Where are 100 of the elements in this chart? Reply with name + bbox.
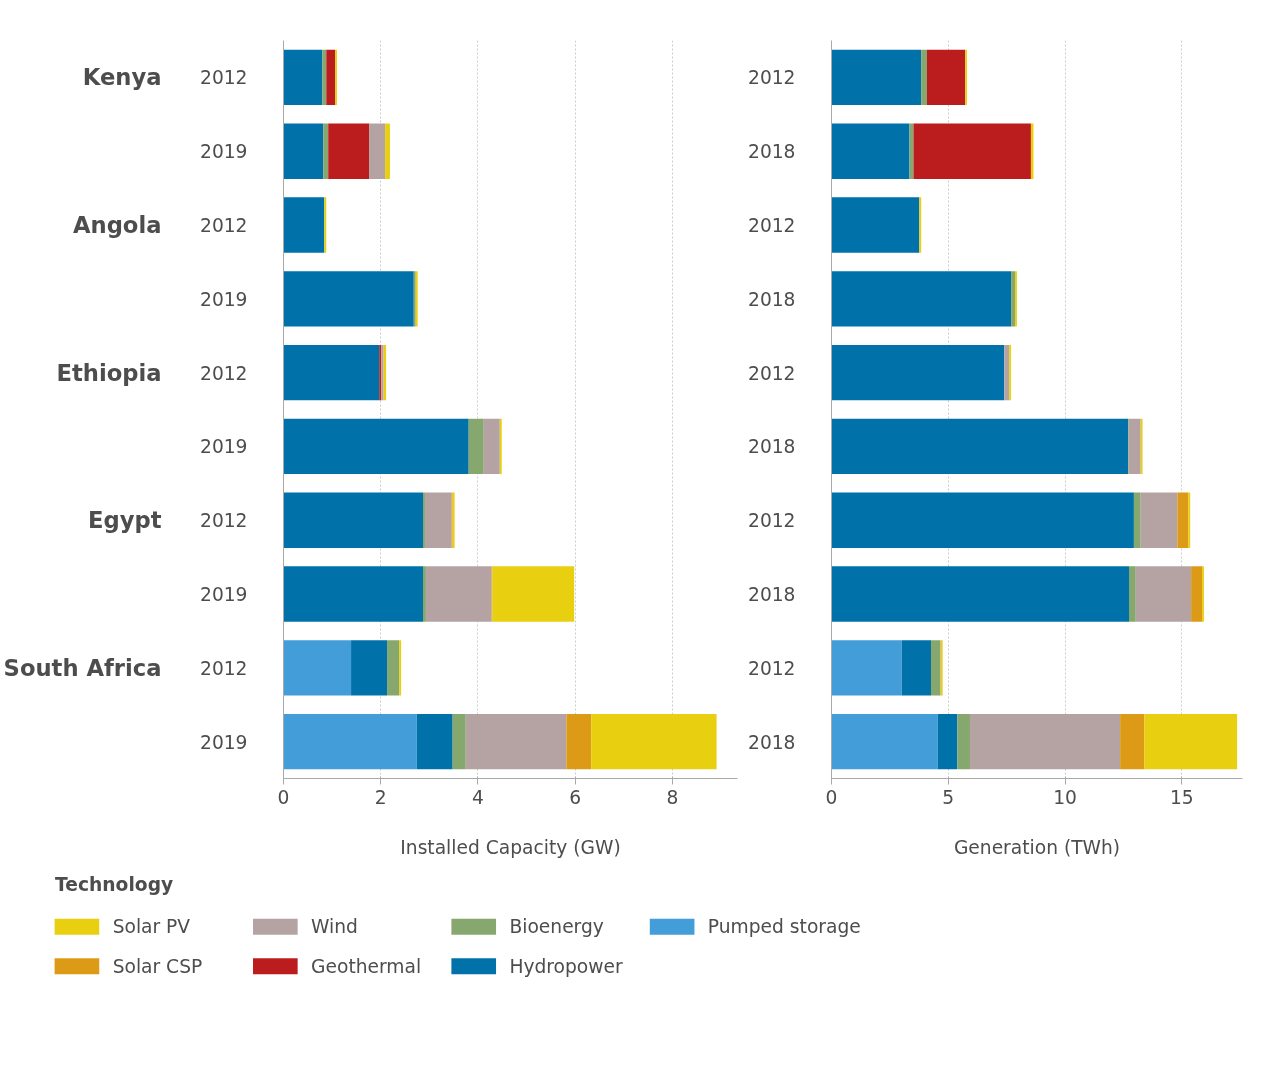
bar (369, 123, 386, 179)
bar (283, 640, 352, 696)
bar (322, 49, 327, 106)
bar (328, 123, 370, 179)
bar (831, 492, 1134, 548)
bar (969, 713, 1121, 770)
x-axis-title: Generation (TWh) (953, 836, 1121, 858)
x-tick-label: 15 (1169, 786, 1194, 808)
bar (351, 640, 388, 696)
bar (283, 49, 323, 106)
bar (1177, 492, 1189, 548)
bar (901, 640, 931, 696)
bar (1144, 713, 1238, 770)
x-tick-label: 4 (472, 786, 484, 808)
y-tick-label: 2012 (748, 67, 796, 89)
legend-label: Pumped storage (707, 916, 861, 938)
bar (483, 418, 500, 475)
text: Angola (73, 212, 162, 238)
x-tick-label: 10 (1053, 786, 1077, 808)
bar (831, 640, 902, 696)
y-tick-label: 2012 (748, 215, 796, 236)
bar (283, 344, 380, 401)
bar (930, 640, 941, 696)
bar (465, 713, 567, 770)
bar (1191, 566, 1203, 622)
y-tick-label: 2019 (200, 436, 248, 458)
bar (283, 123, 324, 179)
legend-title: Technology (55, 873, 174, 895)
y-tick-label: 2018 (748, 731, 796, 753)
bar (326, 49, 336, 106)
bar (423, 566, 426, 622)
bar (452, 713, 466, 770)
bar (1128, 418, 1141, 475)
bar (831, 197, 920, 253)
y-tick-label: 2012 (200, 67, 248, 89)
bar (1004, 344, 1010, 401)
bar (927, 49, 966, 106)
y-tick-label: 2012 (748, 362, 796, 384)
bar (1133, 492, 1141, 548)
x-tick-label: 0 (277, 786, 290, 808)
bar (831, 418, 1129, 475)
bar (283, 566, 424, 622)
y-tick-label: 2012 (200, 510, 248, 532)
bar (468, 418, 484, 475)
bar (1140, 492, 1178, 548)
bar (591, 713, 717, 770)
legend-label: Solar CSP (112, 955, 203, 977)
legend-label: Solar PV (112, 916, 191, 938)
bar (831, 123, 910, 179)
text: Ethiopia (56, 359, 162, 386)
bar (425, 566, 492, 622)
y-tick-label: 2018 (748, 436, 796, 458)
bar (323, 123, 329, 179)
bar (387, 640, 400, 696)
y-tick-label: 2019 (200, 584, 248, 605)
legend-label: Geothermal (311, 955, 422, 977)
legend-label: Wind (311, 916, 358, 938)
x-tick-label: 8 (666, 786, 679, 808)
bar (831, 271, 1012, 327)
x-tick-label: 5 (942, 786, 955, 808)
x-tick-label: 0 (825, 786, 838, 808)
y-tick-label: 2012 (200, 657, 248, 679)
x-tick-label: 6 (569, 786, 582, 808)
y-tick-label: 2018 (748, 141, 796, 163)
bar (283, 418, 469, 475)
text: Egypt (87, 507, 162, 534)
bar (831, 713, 938, 770)
bar (416, 713, 453, 770)
text: South Africa (3, 654, 162, 681)
y-tick-label: 2012 (200, 362, 248, 384)
bar (492, 566, 575, 622)
y-tick-label: 2012 (748, 657, 796, 679)
bar (921, 49, 928, 106)
bar (913, 123, 1031, 179)
bar (1135, 566, 1192, 622)
bar (831, 49, 922, 106)
x-tick-label: 2 (374, 786, 387, 808)
bar (283, 713, 417, 770)
bar (283, 197, 325, 253)
y-tick-label: 2019 (200, 731, 248, 753)
bar (566, 713, 592, 770)
y-tick-label: 2018 (748, 288, 796, 310)
bar (283, 492, 424, 548)
bar (1120, 713, 1145, 770)
bar (937, 713, 958, 770)
y-tick-label: 2012 (748, 510, 796, 532)
legend-label: Hydropower (509, 955, 624, 977)
bar (1011, 271, 1016, 327)
y-tick-label: 2019 (200, 288, 248, 310)
bar (424, 492, 452, 548)
y-tick-label: 2012 (200, 215, 248, 236)
bar (1129, 566, 1136, 622)
bar (831, 566, 1130, 622)
bar (957, 713, 970, 770)
bar (385, 123, 390, 179)
y-tick-label: 2019 (200, 141, 248, 163)
x-axis-title: Installed Capacity (GW) (400, 836, 621, 858)
bar (283, 271, 414, 327)
bar (831, 344, 1005, 401)
text: Kenya (82, 64, 162, 91)
